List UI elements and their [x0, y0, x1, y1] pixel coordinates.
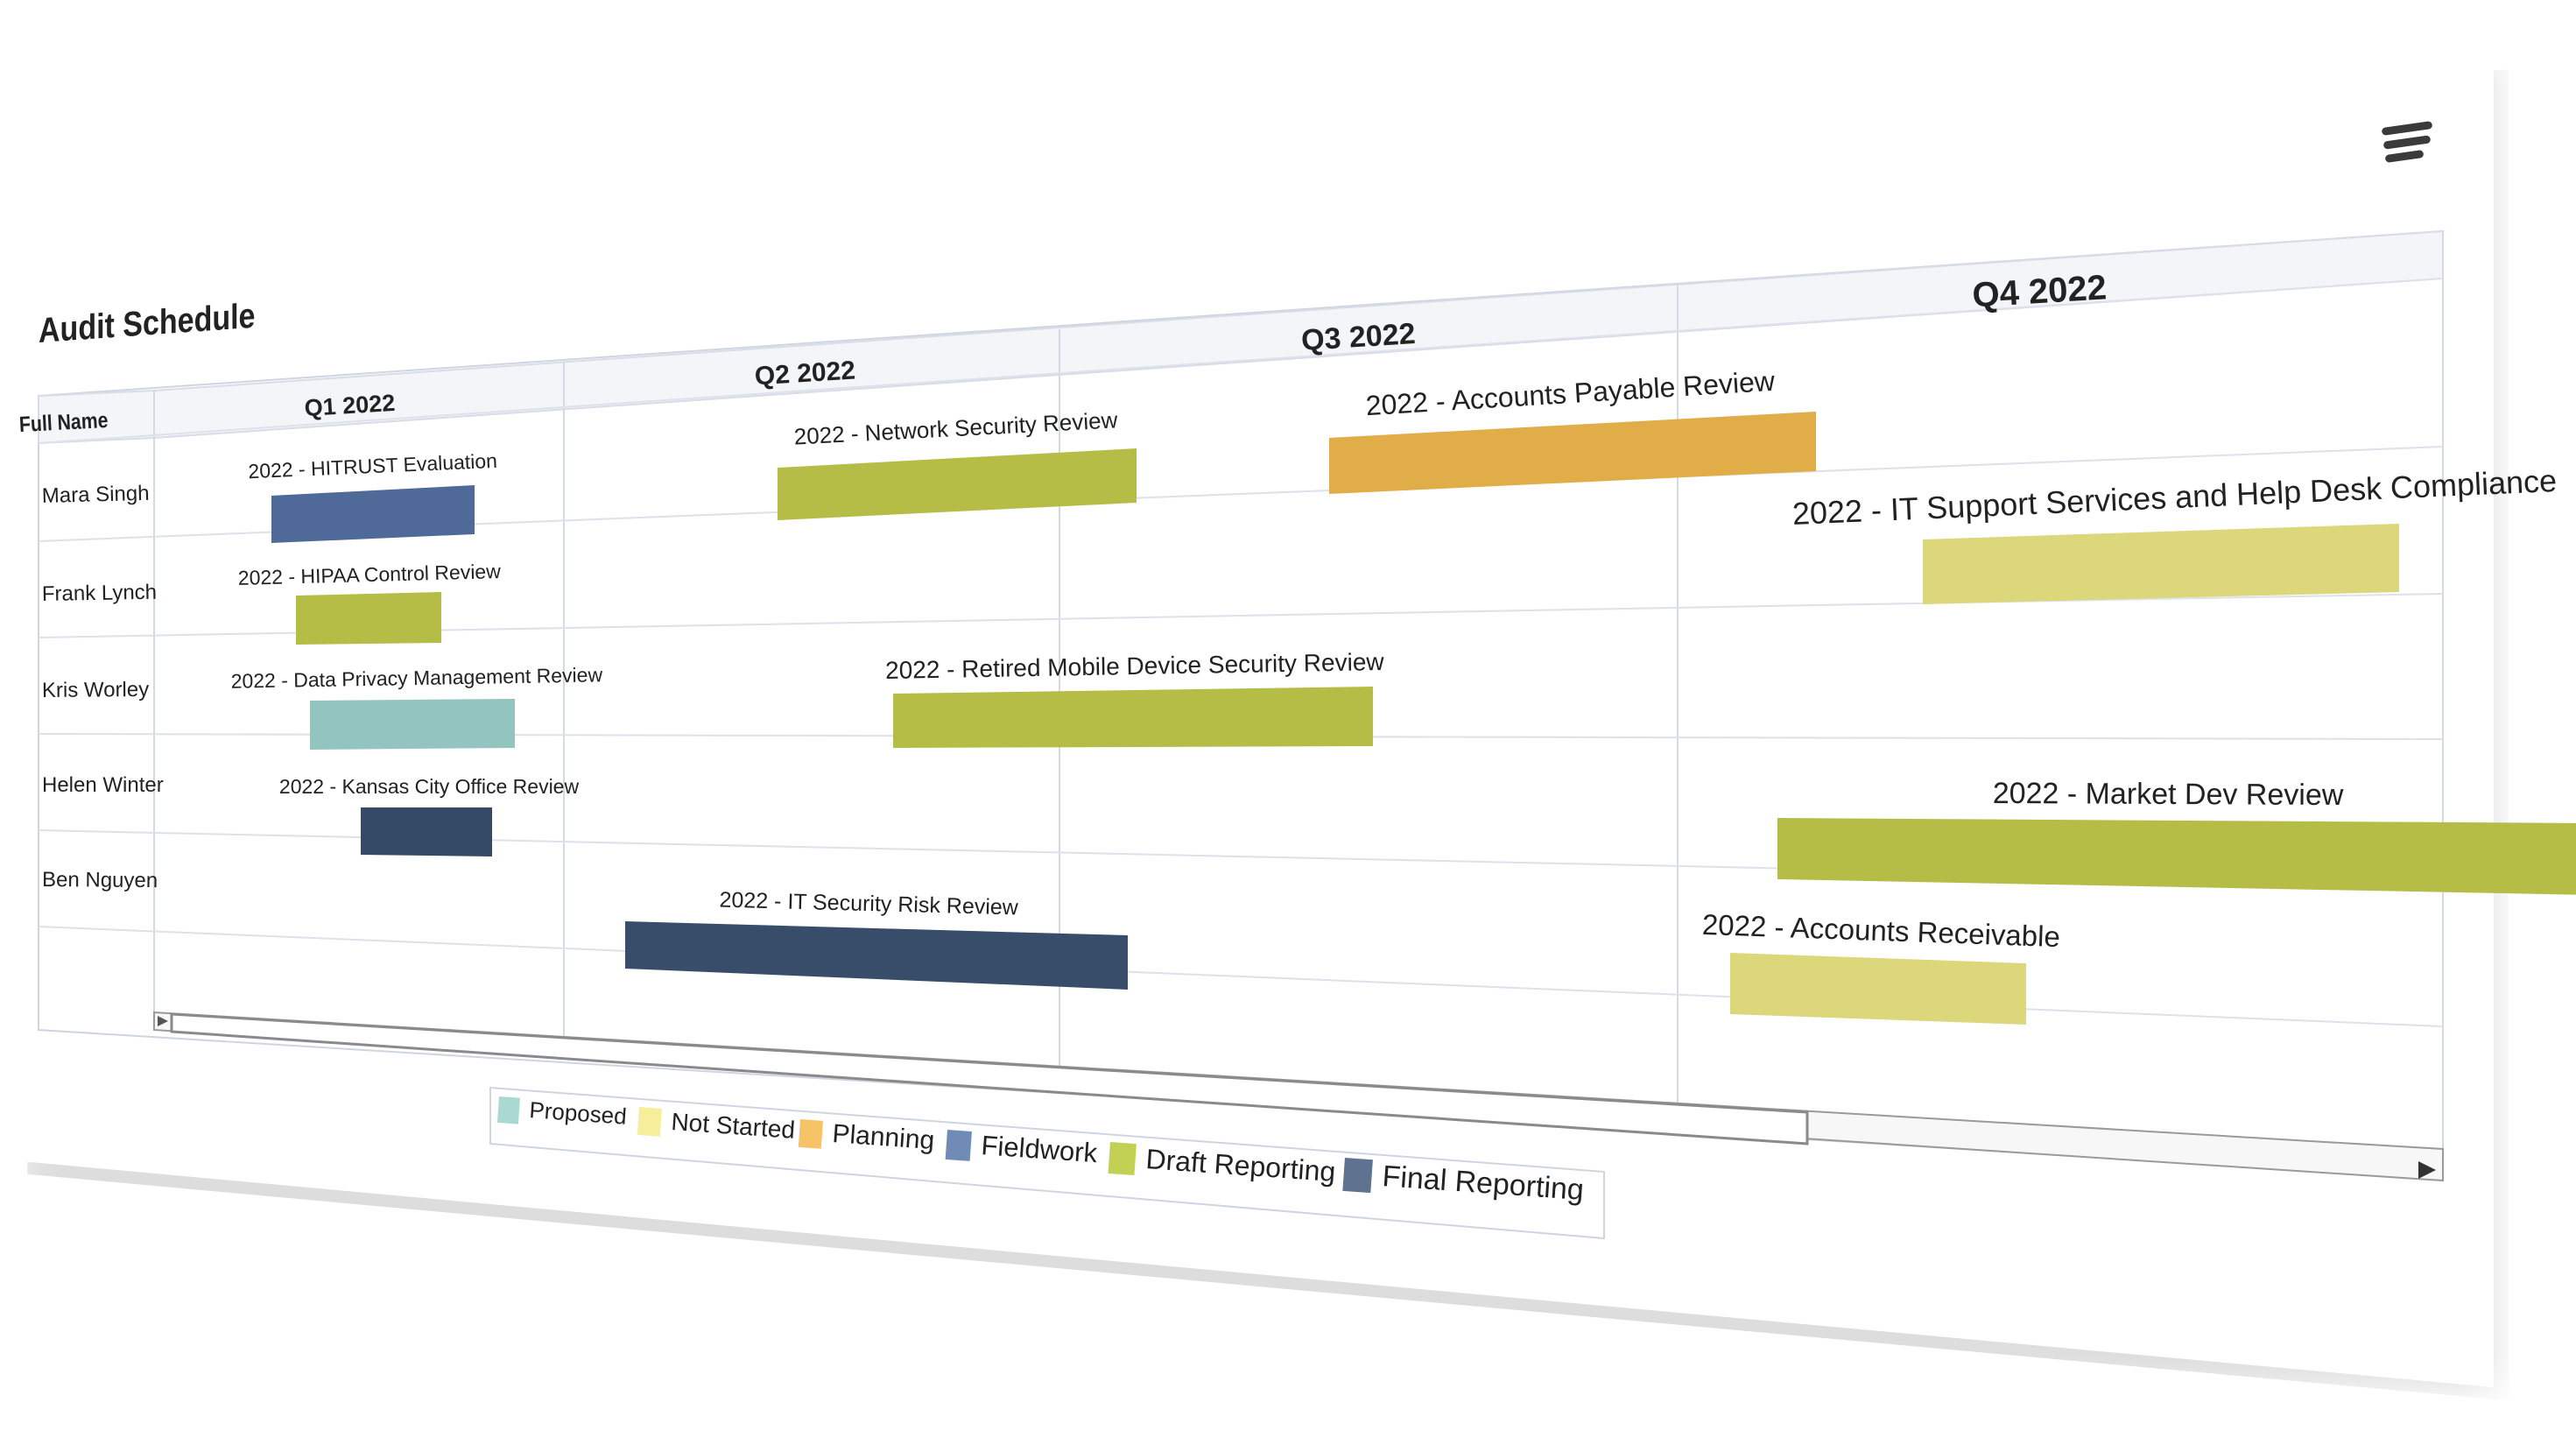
- task-bar[interactable]: [1777, 818, 2576, 895]
- scroll-left-arrow-icon[interactable]: [158, 1016, 168, 1026]
- quarter-header-q3: Q3 2022: [1300, 317, 1417, 357]
- legend-swatch: [1342, 1157, 1373, 1194]
- task-bars: 2022 - HITRUST Evaluation 2022 - Network …: [230, 365, 2576, 1025]
- person-name: Kris Worley: [42, 678, 149, 702]
- task-bar[interactable]: [1923, 524, 2399, 604]
- task-bar[interactable]: [778, 448, 1137, 520]
- task-bar[interactable]: [1730, 953, 2026, 1025]
- legend-swatch: [798, 1119, 823, 1149]
- task-label: 2022 - Market Dev Review: [1993, 777, 2344, 812]
- person-column: Mara Singh Frank Lynch Kris Worley Helen…: [41, 482, 163, 892]
- quarter-header-q4: Q4 2022: [1971, 268, 2108, 314]
- task-label: 2022 - HITRUST Evaluation: [248, 449, 498, 483]
- task-label: 2022 - Kansas City Office Review: [279, 775, 580, 798]
- person-name: Frank Lynch: [42, 581, 158, 606]
- task-label: 2022 - Accounts Receivable: [1701, 908, 2060, 953]
- task-bar[interactable]: [1329, 412, 1816, 494]
- person-name: Ben Nguyen: [42, 868, 158, 892]
- status-legend: Proposed Not Started Planning Fieldwork Draf…: [489, 1086, 1605, 1240]
- task-bar[interactable]: [310, 699, 515, 750]
- task-label: 2022 - Accounts Payable Review: [1365, 365, 1777, 422]
- task-label: 2022 - Network Security Review: [793, 406, 1118, 449]
- legend-swatch: [945, 1130, 972, 1161]
- legend-swatch: [496, 1096, 520, 1124]
- quarter-header-q1: Q1 2022: [304, 390, 396, 421]
- task-label: 2022 - Data Privacy Management Review: [230, 663, 602, 692]
- legend-swatch: [1108, 1142, 1137, 1176]
- scroll-right-arrow-icon[interactable]: [2418, 1161, 2436, 1179]
- quarter-headers: Full Name Q1 2022 Q2 2022 Q3 2022 Q4 202…: [18, 268, 2108, 436]
- person-name: Mara Singh: [41, 482, 149, 508]
- task-bar[interactable]: [296, 592, 441, 645]
- task-label: 2022 - IT Security Risk Review: [719, 888, 1019, 920]
- task-bar[interactable]: [625, 921, 1128, 990]
- quarter-header-q2: Q2 2022: [754, 356, 856, 391]
- task-label: 2022 - HIPAA Control Review: [238, 560, 502, 589]
- column-header-full-name: Full Name: [18, 407, 109, 436]
- task-bar[interactable]: [271, 485, 475, 543]
- task-bar[interactable]: [361, 807, 492, 856]
- horizontal-scrollbar[interactable]: [153, 1011, 2444, 1182]
- task-label: 2022 - Retired Mobile Device Security Re…: [885, 648, 1385, 684]
- person-name: Helen Winter: [42, 773, 164, 797]
- gantt-grid: [38, 229, 2444, 1181]
- task-bar[interactable]: [893, 687, 1373, 748]
- legend-label: Planning: [832, 1119, 936, 1155]
- legend-swatch: [637, 1107, 662, 1137]
